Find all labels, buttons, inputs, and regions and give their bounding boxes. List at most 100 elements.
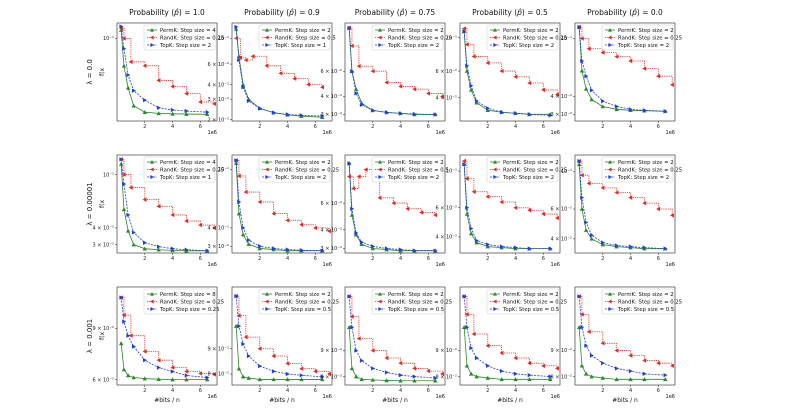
- data-point-permk: [485, 244, 490, 249]
- data-point-topk: [237, 199, 242, 205]
- data-point-topk: [350, 206, 355, 211]
- data-point-permk: [184, 111, 189, 116]
- data-point-randk: [320, 85, 325, 90]
- legend-marker-randk: [378, 299, 382, 304]
- data-point-randk: [513, 355, 518, 361]
- data-point-permk: [142, 246, 147, 251]
- plot-area: [118, 157, 216, 253]
- data-point-permk: [583, 227, 589, 232]
- axes-frame: [116, 22, 218, 122]
- data-point-topk: [663, 246, 668, 251]
- legend-entry-permk: PermK: Step size = 2: [503, 292, 559, 298]
- y-tick-label: 8 × 10⁻²: [207, 372, 229, 378]
- data-point-permk: [170, 248, 175, 253]
- data-point-topk: [433, 375, 438, 381]
- x-exponent-label: 1e6: [436, 394, 445, 400]
- legend-marker-randk: [150, 35, 154, 40]
- legend-entry-randk: RandK: Step size = 0.25: [618, 35, 682, 41]
- y-tick-label: 10⁻¹: [218, 167, 229, 173]
- series-line-topk: [348, 296, 436, 379]
- legend-marker-topk: [265, 307, 269, 311]
- y-tick-label: 3 × 10⁻²: [320, 112, 342, 118]
- legend-marker-topk: [493, 43, 497, 47]
- data-point-randk: [670, 363, 674, 368]
- data-point-permk: [579, 68, 585, 73]
- column-title: Probability (p̂) = 0.9: [244, 8, 320, 17]
- y-tick-label: 9 × 10⁻²: [320, 348, 342, 354]
- data-point-topk: [628, 244, 633, 249]
- data-point-topk: [246, 98, 251, 104]
- data-point-topk: [577, 24, 582, 30]
- data-point-randk: [642, 358, 647, 363]
- legend-entry-permk: PermK: Step size = 2: [618, 28, 674, 34]
- y-tick-label: 6 × 10⁻²: [435, 205, 457, 211]
- series-line-topk: [348, 163, 436, 252]
- data-point-topk: [122, 46, 127, 51]
- legend-entry-permk: PermK: Step size = 8: [160, 292, 216, 298]
- data-point-topk: [258, 106, 262, 111]
- legend-box: [371, 288, 444, 315]
- y-tick-label: 4 × 10⁻²: [550, 237, 572, 243]
- column-title: Probability (p̂) = 0.0: [587, 8, 663, 17]
- plot-area: [576, 158, 674, 251]
- data-point-topk: [184, 247, 189, 252]
- data-point-topk: [486, 106, 490, 111]
- y-tick-label: 8 × 10⁻²: [320, 374, 342, 380]
- data-point-topk: [513, 245, 518, 250]
- legend-entry-permk: PermK: Step size = 2: [388, 160, 444, 166]
- data-point-topk: [156, 365, 161, 370]
- data-point-randk: [257, 199, 262, 205]
- legend-entry-topk: TopK: Step size = 2: [617, 175, 669, 181]
- x-tick-label: 2: [486, 256, 489, 262]
- data-point-randk: [250, 54, 255, 59]
- x-tick-label: 4: [286, 256, 289, 262]
- legend-marker-permk: [378, 292, 382, 296]
- data-point-randk: [471, 189, 476, 194]
- series-line-randk: [236, 37, 323, 88]
- data-point-topk: [499, 244, 504, 249]
- x-tick-label: 2: [258, 388, 261, 394]
- plot-area: [576, 24, 674, 114]
- data-point-topk: [548, 374, 553, 379]
- data-point-topk: [156, 105, 161, 111]
- data-point-permk: [642, 377, 647, 382]
- data-point-topk: [241, 341, 246, 347]
- data-point-topk: [642, 108, 647, 113]
- y-tick-label: 4 × 10⁻²: [320, 227, 342, 233]
- plot-area: [118, 295, 216, 382]
- data-point-randk: [212, 101, 216, 107]
- data-point-permk: [236, 366, 242, 371]
- legend-marker-topk: [608, 175, 612, 179]
- data-point-topk: [371, 244, 375, 249]
- data-point-randk: [327, 371, 331, 377]
- data-point-randk: [236, 313, 241, 318]
- panel-0-1: 2 4 6 1e6 10⁻¹ 6 × 10⁻² 4 × 10⁻² 3 × 10⁻² 2 × 10…: [207, 22, 336, 136]
- data-point-permk: [257, 246, 262, 251]
- data-point-topk: [469, 83, 474, 88]
- x-axis-label: #bits / n: [269, 397, 295, 404]
- y-tick-label: 10⁻¹: [561, 36, 572, 42]
- data-point-permk: [285, 377, 290, 382]
- data-point-topk: [433, 248, 438, 253]
- x-exponent-label: 1e6: [323, 130, 332, 136]
- data-point-permk: [118, 341, 124, 346]
- legend-marker-topk: [150, 175, 154, 179]
- data-point-topk: [580, 325, 585, 330]
- legend-box: [143, 24, 216, 51]
- legend-entry-permk: PermK: Step size = 2: [275, 292, 331, 298]
- plot-area: [461, 26, 559, 118]
- data-point-topk: [354, 91, 359, 96]
- row-label: λ = 0.00001: [86, 182, 94, 225]
- plot-area: [233, 24, 325, 120]
- legend-entry-topk: TopK: Step size = 2: [159, 43, 211, 49]
- data-point-topk: [246, 353, 251, 359]
- data-point-topk: [486, 242, 490, 247]
- data-point-permk: [583, 371, 589, 376]
- x-tick-label: 4: [629, 256, 632, 262]
- legend-entry-topk: TopK: Step size = 0.5: [274, 307, 331, 313]
- y-tick-label: 3 × 10⁻²: [92, 242, 114, 248]
- data-point-randk: [212, 225, 216, 231]
- legend-marker-permk: [493, 28, 497, 32]
